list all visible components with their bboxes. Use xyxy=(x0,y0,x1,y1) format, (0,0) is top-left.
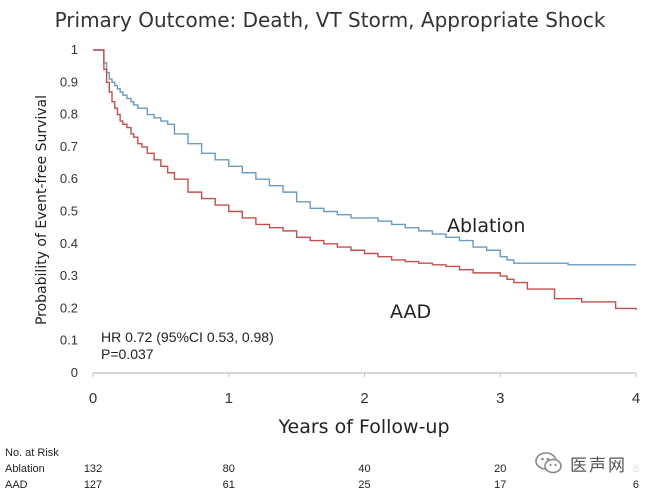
x-tick-label: 2 xyxy=(360,390,368,407)
risk-value: 6 xyxy=(633,479,639,491)
risk-value: 61 xyxy=(223,479,235,491)
watermark-text: 医声网 xyxy=(570,455,627,476)
x-axis-label: Years of Follow-up xyxy=(277,416,449,438)
risk-value: 17 xyxy=(494,479,506,491)
y-tick-label: 0.7 xyxy=(60,139,78,154)
legend-aad: AAD xyxy=(390,301,431,323)
wechat-logo-icon xyxy=(535,452,562,474)
risk-value: 132 xyxy=(84,463,102,475)
y-tick-label: 0.5 xyxy=(60,204,78,219)
risk-row-label-aad: AAD xyxy=(5,479,28,491)
risk-value: 25 xyxy=(358,479,370,491)
y-tick-label: 0.8 xyxy=(60,107,78,122)
y-tick-labels: 0 0.1 0.2 0.3 0.4 0.5 0.6 0.7 0.8 0.9 1 xyxy=(60,42,78,380)
y-tick-label: 0.3 xyxy=(60,268,78,283)
risk-value: 40 xyxy=(358,463,370,475)
y-tick-label: 0.6 xyxy=(60,171,78,186)
legend-ablation: Ablation xyxy=(447,215,525,237)
x-tick-label: 0 xyxy=(89,390,97,407)
x-tick-labels: 0 1 2 3 4 xyxy=(89,373,640,407)
chart-title: Primary Outcome: Death, VT Storm, Approp… xyxy=(55,8,606,32)
risk-value: 20 xyxy=(494,463,506,475)
curve-ablation xyxy=(93,49,636,266)
risk-value: 127 xyxy=(84,479,102,491)
x-tick-label: 3 xyxy=(496,390,504,407)
y-axis-label: Probability of Event-free Survival xyxy=(34,95,50,325)
y-tick-label: 0.9 xyxy=(60,74,78,89)
risk-table-header: No. at Risk xyxy=(5,447,59,459)
x-tick-label: 4 xyxy=(632,390,640,407)
x-tick-label: 1 xyxy=(225,390,233,407)
watermark: 医声网 xyxy=(534,448,658,478)
risk-value: 80 xyxy=(223,463,235,475)
survival-curves xyxy=(93,49,637,311)
y-tick-label: 0 xyxy=(71,365,78,380)
p-value-annotation: P=0.037 xyxy=(101,346,154,362)
y-tick-label: 0.2 xyxy=(60,300,78,315)
y-tick-label: 0.4 xyxy=(60,236,78,251)
y-tick-label: 1 xyxy=(71,42,78,57)
y-tick-label: 0.1 xyxy=(60,333,78,348)
curve-aad xyxy=(93,49,637,311)
hazard-ratio-annotation: HR 0.72 (95%CI 0.53, 0.98) xyxy=(101,329,274,345)
risk-row-label-ablation: Ablation xyxy=(5,463,45,475)
